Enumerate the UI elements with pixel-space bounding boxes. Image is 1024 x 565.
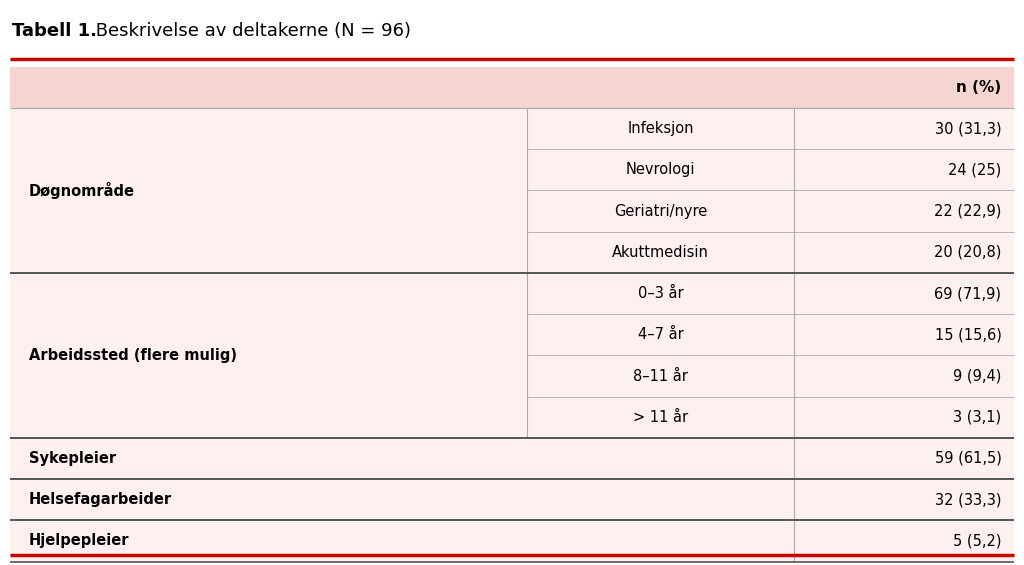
Text: 5 (5,2): 5 (5,2): [953, 533, 1001, 549]
FancyBboxPatch shape: [10, 438, 1014, 479]
Text: 69 (71,9): 69 (71,9): [935, 286, 1001, 301]
Text: 30 (31,3): 30 (31,3): [935, 121, 1001, 136]
FancyBboxPatch shape: [10, 108, 1014, 149]
Text: Døgnområde: Døgnområde: [29, 182, 135, 199]
Text: > 11 år: > 11 år: [633, 410, 688, 425]
FancyBboxPatch shape: [10, 273, 1014, 314]
Text: Helsefagarbeider: Helsefagarbeider: [29, 492, 172, 507]
Text: Arbeidssted (flere mulig): Arbeidssted (flere mulig): [29, 348, 237, 363]
FancyBboxPatch shape: [10, 479, 1014, 520]
Text: 0–3 år: 0–3 år: [638, 286, 683, 301]
FancyBboxPatch shape: [10, 67, 1014, 549]
Text: 3 (3,1): 3 (3,1): [953, 410, 1001, 425]
FancyBboxPatch shape: [10, 67, 1014, 108]
Text: Akuttmedisin: Akuttmedisin: [612, 245, 709, 260]
Text: 9 (9,4): 9 (9,4): [953, 368, 1001, 384]
Text: Beskrivelse av deltakerne (N = 96): Beskrivelse av deltakerne (N = 96): [90, 22, 411, 40]
Text: 20 (20,8): 20 (20,8): [934, 245, 1001, 260]
Text: 32 (33,3): 32 (33,3): [935, 492, 1001, 507]
FancyBboxPatch shape: [10, 520, 1014, 562]
Text: 15 (15,6): 15 (15,6): [935, 327, 1001, 342]
Text: Infeksjon: Infeksjon: [628, 121, 693, 136]
Text: 59 (61,5): 59 (61,5): [935, 451, 1001, 466]
Text: 8–11 år: 8–11 år: [633, 368, 688, 384]
FancyBboxPatch shape: [10, 397, 1014, 438]
Text: 22 (22,9): 22 (22,9): [934, 203, 1001, 219]
FancyBboxPatch shape: [10, 314, 1014, 355]
Text: 24 (25): 24 (25): [948, 162, 1001, 177]
Text: Nevrologi: Nevrologi: [626, 162, 695, 177]
Text: Sykepleier: Sykepleier: [29, 451, 116, 466]
FancyBboxPatch shape: [10, 355, 1014, 397]
Text: n (%): n (%): [956, 80, 1001, 95]
Text: Tabell 1.: Tabell 1.: [12, 22, 97, 40]
Text: 4–7 år: 4–7 år: [638, 327, 683, 342]
Text: Hjelpepleier: Hjelpepleier: [29, 533, 129, 549]
Text: Geriatri/nyre: Geriatri/nyre: [613, 203, 708, 219]
FancyBboxPatch shape: [10, 232, 1014, 273]
FancyBboxPatch shape: [10, 149, 1014, 190]
FancyBboxPatch shape: [10, 190, 1014, 232]
